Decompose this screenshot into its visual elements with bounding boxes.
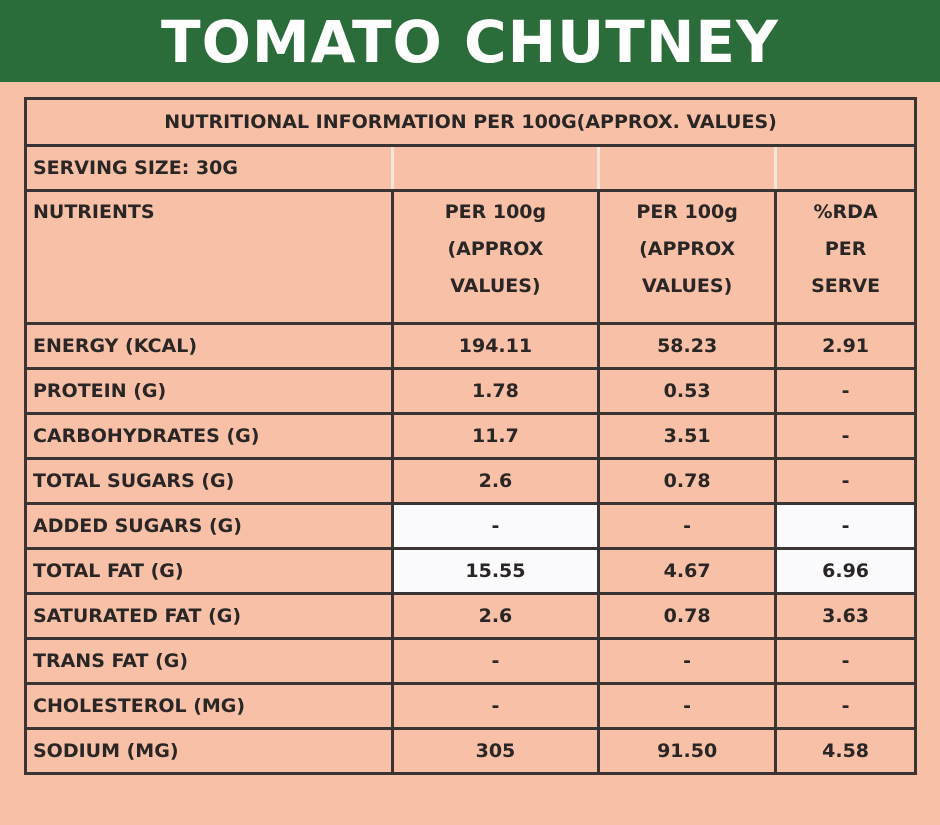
table-row: PROTEIN (G) 1.78 0.53- xyxy=(24,367,917,415)
column-header: PER 100g (APPROX VALUES) xyxy=(390,189,601,325)
nutrition-table: NUTRITIONAL INFORMATION PER 100G(APPROX.… xyxy=(24,97,917,775)
table-row: SATURATED FAT (G) 2.6 0.78 3.63 xyxy=(24,592,917,640)
nutrient-name: CARBOHYDRATES (G) xyxy=(24,412,394,460)
nutrient-value: 2.6 xyxy=(390,592,601,640)
empty-cell xyxy=(390,144,601,192)
nutrient-name: TRANS FAT (G) xyxy=(24,637,394,685)
empty-cell xyxy=(597,144,778,192)
header-line: PER xyxy=(824,238,867,260)
nutrient-value: - xyxy=(597,637,778,685)
nutrient-value: 0.78 xyxy=(597,457,778,505)
nutrient-value: - xyxy=(774,412,917,460)
table-row: TOTAL FAT (G) 15.55 4.67 6.96 xyxy=(24,547,917,595)
header-line: (APPROX xyxy=(447,238,544,260)
column-header: %RDA PER SERVE xyxy=(774,189,917,325)
column-header: NUTRIENTS xyxy=(24,189,394,325)
serving-size: SERVING SIZE: 30G xyxy=(24,144,394,192)
nutrient-value: 91.50 xyxy=(597,727,778,775)
table-row: TOTAL SUGARS (G) 2.6 0.78- xyxy=(24,457,917,505)
product-title: TOMATO CHUTNEY xyxy=(0,0,940,82)
table-row: CARBOHYDRATES (G) 11.7 3.51- xyxy=(24,412,917,460)
table-row: ENERGY (KCAL) 194.11 58.23 2.91 xyxy=(24,322,917,370)
nutrient-value: - xyxy=(390,637,601,685)
header-line: PER 100g xyxy=(444,201,547,223)
nutrient-value: - xyxy=(774,637,917,685)
header-line: VALUES) xyxy=(450,275,541,297)
nutrient-value: 11.7 xyxy=(390,412,601,460)
nutrient-name: TOTAL FAT (G) xyxy=(24,547,394,595)
nutrient-value: 4.67 xyxy=(597,547,778,595)
table-row: ADDED SUGARS (G) - - - xyxy=(24,502,917,550)
nutrient-value: 194.11 xyxy=(390,322,601,370)
nutrient-name: SATURATED FAT (G) xyxy=(24,592,394,640)
nutrient-name: SODIUM (MG) xyxy=(24,727,394,775)
nutrient-value: 6.96 xyxy=(774,547,917,595)
nutrient-value: 305 xyxy=(390,727,601,775)
nutrient-name: TOTAL SUGARS (G) xyxy=(24,457,394,505)
nutrient-value: 4.58 xyxy=(774,727,917,775)
header-line: PER 100g xyxy=(636,201,738,223)
nutrient-value: 2.91 xyxy=(774,322,917,370)
header-line: SERVE xyxy=(811,275,881,297)
nutrient-value: 2.6 xyxy=(390,457,601,505)
nutrient-name: ADDED SUGARS (G) xyxy=(24,502,394,550)
nutrient-value: - xyxy=(774,502,917,550)
table-row: CHOLESTEROL (MG) - - - xyxy=(24,682,917,730)
nutrient-value: - xyxy=(774,457,917,505)
nutrient-value: - xyxy=(597,682,778,730)
nutrient-value: - xyxy=(597,502,778,550)
table-row: TRANS FAT (G) - - - xyxy=(24,637,917,685)
header-line: (APPROX xyxy=(639,238,736,260)
nutrient-value: 58.23 xyxy=(597,322,778,370)
nutrient-value: 0.53 xyxy=(597,367,778,415)
nutrient-value: - xyxy=(774,367,917,415)
header-line: %RDA xyxy=(813,201,878,223)
nutrient-value: - xyxy=(390,502,601,550)
table-row: SODIUM (MG) 305 91.50 4.58 xyxy=(24,727,917,775)
table-caption: NUTRITIONAL INFORMATION PER 100G(APPROX.… xyxy=(24,97,917,147)
header-line: NUTRIENTS xyxy=(33,201,155,223)
nutrient-value: 15.55 xyxy=(390,547,601,595)
nutrient-value: 0.78 xyxy=(597,592,778,640)
header-line: VALUES) xyxy=(641,275,733,297)
nutrient-value: - xyxy=(390,682,601,730)
nutrient-name: PROTEIN (G) xyxy=(24,367,394,415)
nutrient-value: - xyxy=(774,682,917,730)
nutrient-value: 1.78 xyxy=(390,367,601,415)
nutrient-name: CHOLESTEROL (MG) xyxy=(24,682,394,730)
empty-cell xyxy=(774,144,917,192)
nutrient-name: ENERGY (KCAL) xyxy=(24,322,394,370)
nutrient-value: 3.63 xyxy=(774,592,917,640)
column-header: PER 100g (APPROX VALUES) xyxy=(597,189,778,325)
nutrient-value: 3.51 xyxy=(597,412,778,460)
